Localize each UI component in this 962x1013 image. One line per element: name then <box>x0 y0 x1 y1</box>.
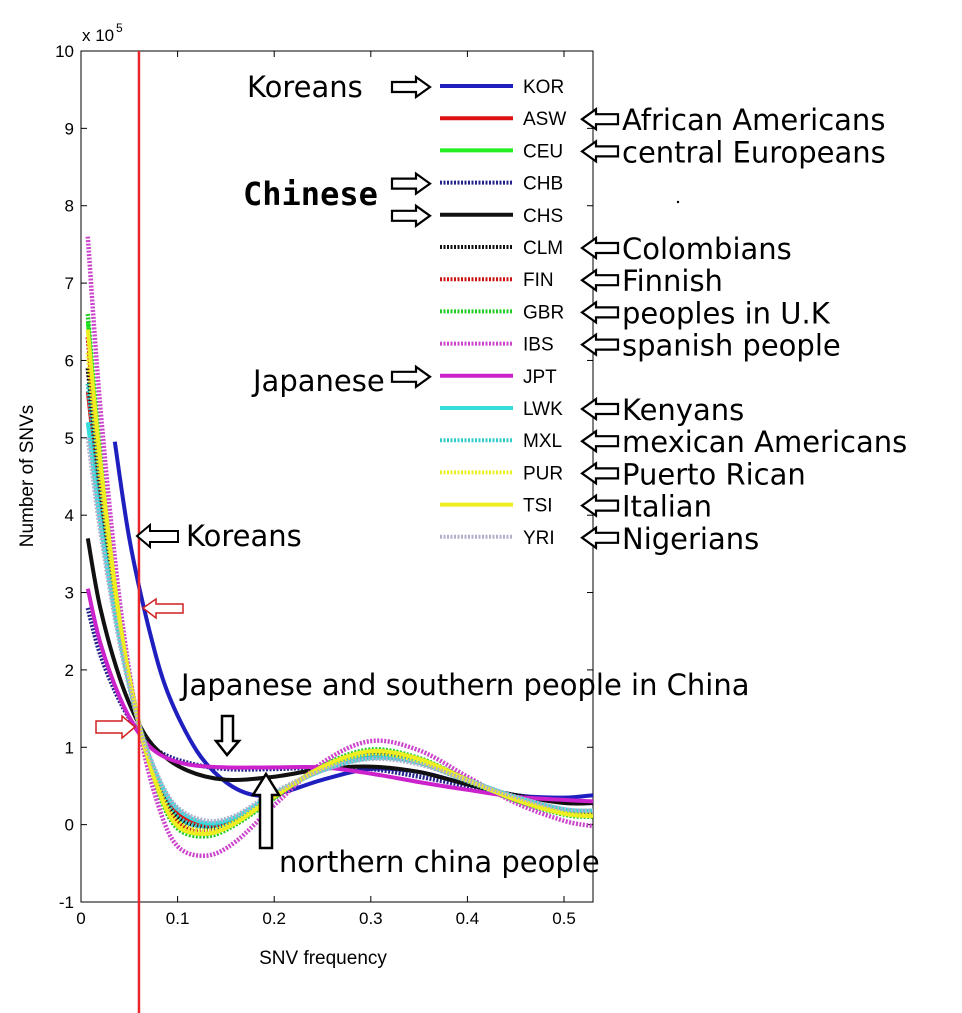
legend-label-mxl: MXL <box>523 431 562 452</box>
series-line-yri <box>85 437 593 824</box>
y-tick-label: -1 <box>59 893 74 912</box>
legend-annotation-jpt: Japanese <box>251 364 385 398</box>
x-tick-label: 0.4 <box>456 909 480 928</box>
legend-annotation-mxl: mexican Americans <box>622 425 907 459</box>
y-tick-label: 9 <box>65 119 74 138</box>
legend-annotation-gbr: peoples in U.K <box>622 296 831 330</box>
legend-annotation-chb: Chinese <box>243 175 378 213</box>
legend-annotation-ibs: spanish people <box>622 329 841 363</box>
y-axis-exponent: x 10 <box>82 26 114 45</box>
legend-label-pur: PUR <box>523 463 563 484</box>
up-arrow-icon <box>250 771 282 850</box>
koreans-curve-label: Koreans <box>186 519 302 553</box>
legend-label-kor: KOR <box>523 77 564 98</box>
x-axis-label: SNV frequency <box>259 948 387 969</box>
legend-label-chs: CHS <box>523 206 563 227</box>
legend-label-fin: FIN <box>523 270 554 291</box>
legend-label-clm: CLM <box>523 238 563 259</box>
right-arrow-icon <box>390 74 432 100</box>
left-arrow-icon <box>580 268 620 293</box>
down-arrow-icon <box>213 714 242 757</box>
legend-annotation-asw: African Americans <box>622 103 885 137</box>
left-arrow-icon <box>580 235 620 261</box>
y-tick-label: 10 <box>55 42 74 61</box>
y-tick-label: 5 <box>65 429 74 448</box>
x-tick-label: 0.3 <box>359 909 383 928</box>
right-arrow-icon <box>390 171 432 196</box>
red-arrow-lower-icon <box>95 714 137 740</box>
y-axis-label: Number of SNVs <box>17 405 38 548</box>
x-tick-label: 0 <box>76 909 85 928</box>
y-axis-exponent-power: 5 <box>116 21 123 35</box>
legend: KOR ASW CEU CHB CHS CLM FIN GBR IBS JPT LWK MXL PUR T… <box>440 77 566 549</box>
legend-annotation-fin: Finnish <box>622 264 723 298</box>
northern-label: northern china people <box>279 845 600 879</box>
legend-annotation-kor: Koreans <box>247 70 363 104</box>
legend-label-lwk: LWK <box>523 399 563 420</box>
legend-annotation-yri: Nigerians <box>622 522 759 556</box>
legend-label-asw: ASW <box>523 109 566 130</box>
legend-annotation-pur: Puerto Rican <box>622 457 806 491</box>
left-arrow-icon <box>580 493 620 518</box>
right-arrow-icon <box>390 364 432 389</box>
left-arrow-icon <box>580 107 620 132</box>
legend-label-tsi: TSI <box>523 496 553 517</box>
legend-label-ibs: IBS <box>523 335 554 356</box>
legend-annotation-ceu: central Europeans <box>622 135 886 169</box>
y-tick-label: 6 <box>65 351 74 370</box>
left-arrow-icon <box>580 429 620 454</box>
left-arrow-icon <box>580 139 620 164</box>
left-arrow-icon <box>135 522 179 550</box>
y-tick-label: 3 <box>65 584 74 603</box>
y-tick-label: 2 <box>65 661 74 680</box>
legend-annotation-lwk: Kenyans <box>622 393 744 427</box>
red-arrow-upper-icon <box>141 597 184 620</box>
x-axis-ticks: 0 0.1 0.2 0.3 0.4 0.5 <box>76 51 576 928</box>
legend-annotation-tsi: Italian <box>622 490 712 524</box>
legend-label-chb: CHB <box>523 174 563 195</box>
left-arrow-icon <box>580 396 620 422</box>
northern-annotation: northern china people <box>250 771 600 879</box>
y-tick-label: 8 <box>65 197 74 216</box>
y-tick-label: 1 <box>65 738 74 757</box>
y-tick-label: 7 <box>65 274 74 293</box>
legend-label-jpt: JPT <box>523 367 557 388</box>
x-tick-label: 0.1 <box>166 909 190 928</box>
japanese-southern-annotation: Japanese and southern people in China <box>179 668 750 757</box>
left-arrow-icon <box>580 525 620 550</box>
koreans-curve-annotation: Koreans <box>135 519 302 553</box>
legend-label-gbr: GBR <box>523 302 564 323</box>
y-tick-label: 4 <box>65 506 74 525</box>
japanese-southern-label: Japanese and southern people in China <box>179 668 750 702</box>
x-tick-label: 0.5 <box>552 909 576 928</box>
left-arrow-icon <box>580 332 620 357</box>
x-tick-label: 0.2 <box>262 909 286 928</box>
legend-label-yri: YRI <box>523 528 555 549</box>
y-tick-label: 0 <box>65 816 74 835</box>
stray-dot <box>676 200 680 204</box>
right-arrow-icon <box>390 203 432 228</box>
left-arrow-icon <box>580 300 620 325</box>
left-arrow-icon <box>580 461 620 486</box>
y-axis-ticks: -1 0 1 2 3 4 5 6 7 8 9 10 <box>55 42 593 912</box>
legend-label-ceu: CEU <box>523 141 563 162</box>
legend-annotation-clm: Colombians <box>622 232 792 266</box>
